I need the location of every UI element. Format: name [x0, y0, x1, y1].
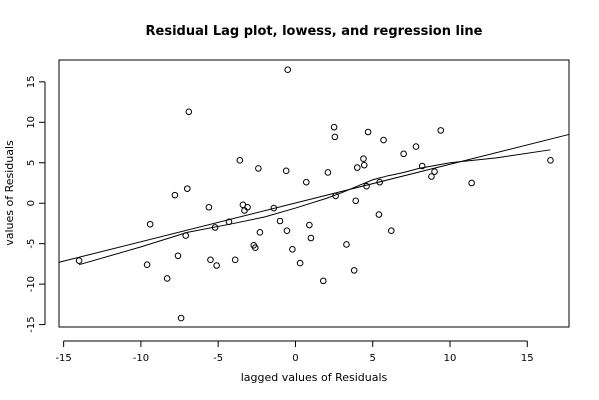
data-point [352, 197, 360, 205]
data-point [375, 211, 383, 218]
data-point [244, 203, 251, 211]
data-point [213, 262, 220, 269]
data-point [185, 108, 193, 116]
data-point [400, 150, 407, 158]
data-point [360, 155, 367, 163]
data-point [289, 246, 296, 253]
data-point [331, 133, 339, 141]
x-tick-label: 5 [370, 353, 376, 364]
x-axis: -15 -10 -5 0 5 10 15 [55, 340, 534, 364]
chart-title: Residual Lag plot, lowess, and regressio… [146, 24, 483, 39]
data-point [330, 123, 338, 131]
data-point [177, 314, 185, 322]
data-point [412, 143, 420, 150]
data-point [353, 164, 361, 171]
data-point [276, 217, 284, 225]
data-point [343, 241, 350, 248]
data-point [418, 162, 426, 170]
y-tick-label: 10 [26, 116, 37, 129]
data-point [283, 227, 291, 235]
data-point [387, 227, 395, 235]
data-point [270, 204, 278, 212]
data-point [360, 161, 368, 169]
data-point [306, 221, 313, 229]
x-axis-label: lagged values of Residuals [241, 371, 388, 384]
y-tick-label: 15 [26, 75, 37, 88]
lowess-line [78, 149, 551, 266]
data-point [332, 192, 339, 200]
data-point [428, 173, 435, 180]
data-point [324, 169, 332, 176]
fit-lines [58, 133, 570, 266]
data-point [256, 229, 264, 236]
data-point [468, 179, 475, 187]
data-point [182, 232, 190, 239]
regression-line [58, 133, 570, 263]
data-point [163, 275, 171, 282]
y-tick-label: -10 [26, 276, 37, 292]
data-point [437, 127, 445, 134]
data-point [143, 261, 151, 269]
data-point [207, 256, 214, 264]
data-point [284, 66, 292, 74]
y-tick-label: 5 [26, 160, 37, 166]
data-points [75, 66, 554, 322]
data-point [183, 185, 191, 192]
y-tick-label: -15 [26, 316, 37, 332]
data-point [146, 220, 154, 228]
data-point [225, 218, 233, 226]
x-tick-label: 0 [292, 353, 298, 364]
x-tick-label: 10 [444, 353, 457, 364]
data-point [205, 203, 213, 211]
data-point [255, 165, 262, 172]
data-point [350, 267, 358, 274]
data-point [251, 244, 259, 252]
data-point [319, 277, 327, 285]
data-point [307, 234, 315, 242]
y-tick-label: -5 [26, 239, 37, 249]
data-point [241, 207, 248, 214]
x-tick-label: -10 [133, 353, 149, 364]
data-point [302, 178, 310, 186]
data-point [236, 157, 244, 164]
data-point [282, 167, 290, 175]
x-tick-label: -15 [55, 353, 71, 364]
x-tick-label: -5 [213, 353, 223, 364]
x-tick-label: 15 [521, 353, 534, 364]
data-point [380, 136, 387, 144]
y-tick-label: 0 [26, 200, 37, 206]
data-point [547, 157, 554, 164]
y-axis-label: values of Residuals [3, 140, 16, 246]
data-point [211, 224, 219, 231]
data-point [174, 252, 182, 260]
y-axis: -15 -10 -5 0 5 10 15 [26, 75, 46, 333]
data-point [171, 191, 179, 199]
plot-frame [58, 59, 570, 328]
data-point [231, 256, 239, 264]
data-point [296, 259, 304, 267]
data-point [364, 128, 372, 136]
data-point [75, 257, 83, 264]
data-point [431, 168, 438, 175]
data-point [376, 178, 383, 186]
data-point [363, 182, 370, 190]
